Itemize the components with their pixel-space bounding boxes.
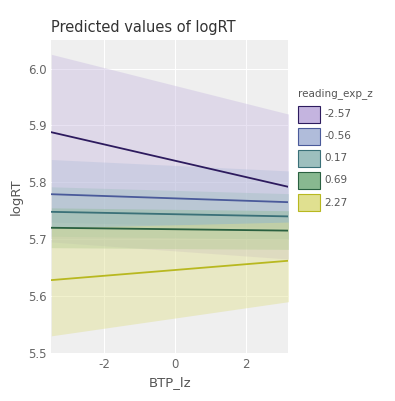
Text: -2.57: -2.57: [325, 109, 352, 119]
X-axis label: BTP_lz: BTP_lz: [149, 376, 191, 389]
Text: reading_exp_z: reading_exp_z: [298, 88, 373, 99]
Text: -0.56: -0.56: [325, 132, 352, 141]
Text: 0.69: 0.69: [325, 176, 348, 185]
Text: Predicted values of logRT: Predicted values of logRT: [51, 20, 236, 35]
Y-axis label: logRT: logRT: [9, 178, 22, 215]
Text: 0.17: 0.17: [325, 154, 348, 163]
Text: 2.27: 2.27: [325, 198, 348, 207]
